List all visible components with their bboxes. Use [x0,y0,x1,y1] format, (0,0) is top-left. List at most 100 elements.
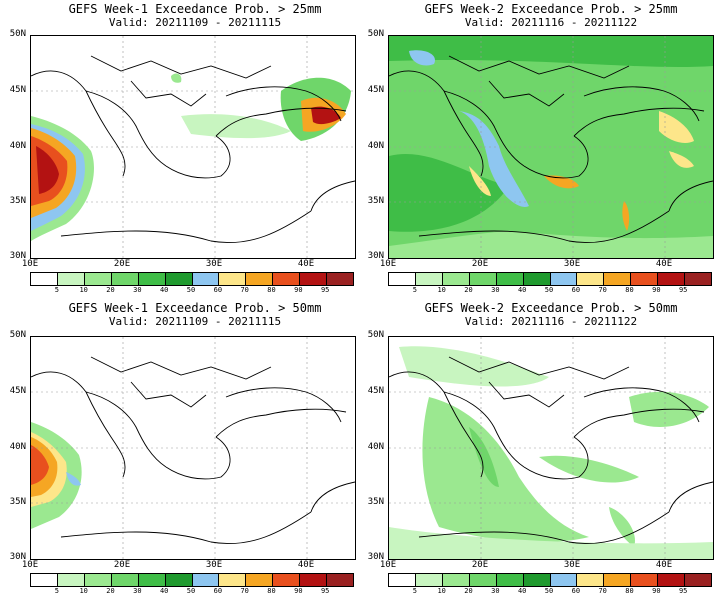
panel-title: GEFS Week-2 Exceedance Prob. > 25mm [424,2,678,16]
colorbar-swatch [469,273,497,285]
colorbar-swatch [604,273,632,285]
colorbar-swatch [84,273,112,285]
colorbar-tick-label: 70 [598,587,607,595]
lat-label: 40N [9,442,26,452]
colorbar-tick-label: 80 [625,286,634,294]
colorbar-tick-label: 5 [412,587,417,595]
lat-label: 45N [9,386,26,396]
probability-map [30,336,356,560]
lat-label: 45N [9,85,26,95]
colorbar-tick-label: 30 [133,286,142,294]
panel-valid-dates: Valid: 20211109 - 20211115 [108,315,282,328]
colorbar-tick-label: 95 [678,286,688,294]
colorbar-swatch [415,273,443,285]
colorbar-tick-label: 60 [213,587,223,595]
panel-valid-dates: Valid: 20211116 - 20211122 [464,16,638,29]
colorbar-tick-label: 50 [186,286,196,294]
lon-label: 30E [563,560,581,570]
colorbar-swatch [111,574,139,586]
colorbar-tick-label: 90 [294,286,303,294]
colorbar-swatch [219,574,247,586]
colorbar-swatch [57,273,85,285]
lat-label: 35N [9,196,26,206]
colorbar-tick-label: 60 [571,587,581,595]
colorbar-swatch [442,574,470,586]
colorbar [388,573,712,587]
lat-label: 45N [367,386,384,396]
colorbar [30,272,354,286]
colorbar-tick-label: 50 [186,587,196,595]
colorbar-swatch [138,273,166,285]
colorbar-swatch [658,273,686,285]
colorbar-swatch [523,574,551,586]
colorbar-tick-label: 40 [159,587,169,595]
colorbar-swatch [442,273,470,285]
colorbar-swatch [165,273,193,285]
colorbar-swatch [31,273,58,285]
colorbar-swatch [685,273,712,285]
lon-label: 10E [21,259,39,269]
colorbar-swatch [31,574,58,586]
colorbar-tick-label: 40 [517,587,527,595]
colorbar-swatch [523,273,551,285]
colorbar-tick-label: 10 [437,286,446,294]
colorbar-swatch [246,273,274,285]
colorbar-tick-label: 40 [517,286,527,294]
colorbar-tick-label: 40 [159,286,169,294]
colorbar-tick-label: 20 [464,286,473,294]
colorbar-swatch [138,574,166,586]
lat-label: 45N [367,85,384,95]
colorbar-swatch [192,574,220,586]
lon-label: 20E [113,560,131,570]
colorbar-tick-label: 95 [320,587,330,595]
panel-title: GEFS Week-1 Exceedance Prob. > 25mm [68,2,322,16]
colorbar-swatch [246,574,274,586]
lon-label: 20E [471,560,489,570]
colorbar-tick-label: 30 [133,587,142,595]
lon-label: 40E [297,560,315,570]
colorbar-tick-label: 80 [267,286,276,294]
lon-label: 40E [655,259,673,269]
panel-valid-dates: Valid: 20211116 - 20211122 [464,315,638,328]
colorbar-swatch [273,574,301,586]
lon-label: 10E [21,560,39,570]
lon-label: 30E [205,560,223,570]
colorbar-tick-label: 5 [54,286,59,294]
probability-map [388,336,714,560]
lon-label: 40E [655,560,673,570]
colorbar-tick-label: 10 [79,587,88,595]
colorbar-tick-label: 5 [412,286,417,294]
colorbar-swatch [219,273,247,285]
colorbar-tick-label: 70 [240,286,249,294]
colorbar-tick-label: 50 [544,587,554,595]
lat-label: 50N [9,330,26,340]
lon-label: 20E [113,259,131,269]
colorbar-swatch [389,574,416,586]
colorbar-tick-label: 95 [678,587,688,595]
lat-label: 50N [367,29,384,39]
colorbar-tick-label: 30 [491,587,500,595]
colorbar-tick-label: 5 [54,587,59,595]
colorbar-swatch [300,273,328,285]
colorbar-tick-label: 20 [106,286,115,294]
colorbar-swatch [415,574,443,586]
lat-label: 35N [367,497,384,507]
colorbar-tick-label: 90 [652,286,661,294]
probability-map [388,35,714,259]
colorbar-swatch [469,574,497,586]
colorbar-swatch [84,574,112,586]
colorbar-tick-label: 90 [652,587,661,595]
panel-valid-dates: Valid: 20211109 - 20211115 [108,16,282,29]
colorbar-swatch [389,273,416,285]
lon-label: 10E [379,560,397,570]
colorbar-swatch [327,273,354,285]
colorbar-tick-label: 60 [213,286,223,294]
lon-label: 40E [297,259,315,269]
colorbar-tick-label: 95 [320,286,330,294]
colorbar-swatch [273,273,301,285]
colorbar [388,272,712,286]
colorbar [30,573,354,587]
lat-label: 35N [9,497,26,507]
lat-label: 50N [9,29,26,39]
lon-label: 30E [205,259,223,269]
